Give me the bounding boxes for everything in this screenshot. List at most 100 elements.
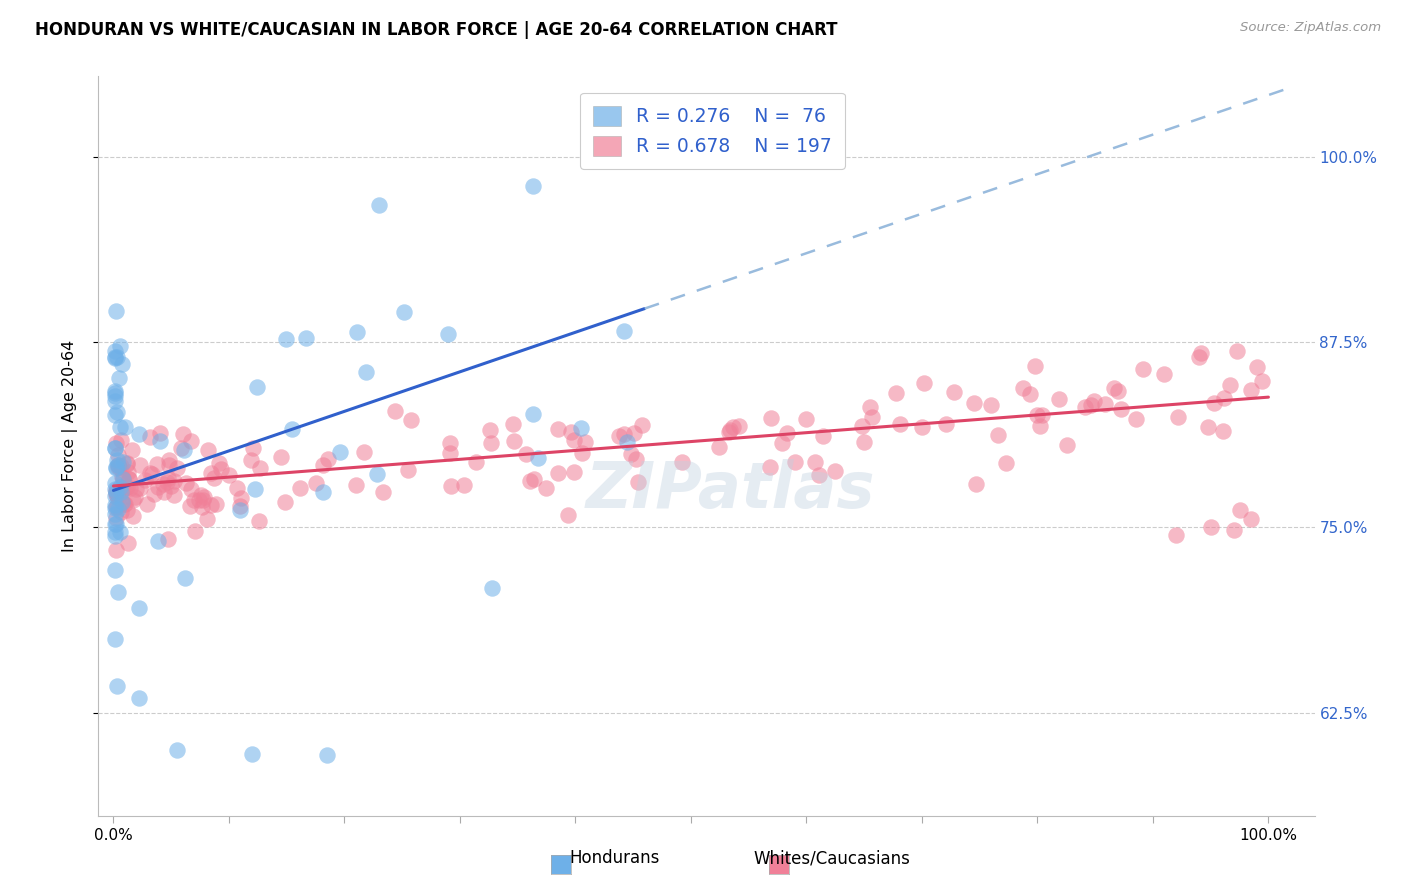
Point: [108, 480, 131, 494]
Point: [626, 451, 648, 466]
Point: [718, 425, 741, 439]
Point: [249, 514, 271, 528]
Point: [1153, 367, 1175, 381]
Point: [1094, 397, 1116, 411]
Point: [547, 422, 569, 436]
Text: Whites/Caucasians: Whites/Caucasians: [754, 849, 911, 867]
Point: [190, 487, 212, 501]
Point: [229, 499, 252, 513]
Point: [1246, 359, 1268, 374]
Point: [721, 420, 744, 434]
Point: [104, 441, 127, 455]
Point: [104, 529, 127, 543]
Point: [117, 473, 139, 487]
Point: [728, 418, 751, 433]
Text: HONDURAN VS WHITE/CAUCASIAN IN LABOR FORCE | AGE 20-64 CORRELATION CHART: HONDURAN VS WHITE/CAUCASIAN IN LABOR FOR…: [35, 21, 838, 39]
Point: [859, 400, 882, 414]
Point: [124, 490, 146, 504]
Point: [1025, 408, 1047, 422]
Point: [104, 436, 127, 450]
Point: [627, 475, 650, 490]
Point: [166, 461, 188, 475]
Point: [1012, 381, 1035, 395]
Point: [152, 484, 174, 499]
Point: [104, 350, 127, 364]
Point: [274, 495, 297, 509]
Point: [396, 462, 419, 476]
Point: [616, 434, 638, 449]
Point: [105, 489, 128, 503]
Point: [824, 464, 846, 478]
Point: [368, 197, 391, 211]
Point: [522, 407, 544, 421]
Point: [104, 489, 127, 503]
Point: [1240, 511, 1263, 525]
Point: [481, 581, 503, 595]
Point: [105, 459, 128, 474]
Point: [104, 516, 127, 531]
Point: [200, 466, 222, 480]
Point: [281, 422, 304, 436]
Point: [436, 327, 458, 342]
Point: [1197, 419, 1219, 434]
Point: [111, 469, 134, 483]
Point: [110, 458, 132, 473]
Point: [107, 448, 129, 462]
Point: [465, 455, 488, 469]
Point: [439, 436, 461, 450]
Point: [479, 436, 502, 450]
Point: [111, 472, 134, 486]
Text: Hondurans: Hondurans: [569, 849, 659, 867]
Point: [157, 458, 180, 473]
Point: [107, 458, 129, 472]
Point: [128, 690, 150, 705]
Point: [157, 452, 180, 467]
Point: [759, 410, 782, 425]
Point: [613, 427, 636, 442]
Point: [243, 483, 266, 497]
Point: [104, 394, 127, 409]
Point: [208, 456, 231, 470]
Point: [783, 455, 806, 469]
Point: [104, 389, 127, 403]
Point: [114, 497, 136, 511]
Point: [108, 459, 131, 474]
Point: [104, 385, 127, 400]
Point: [1240, 383, 1263, 397]
Point: [912, 376, 935, 391]
Point: [174, 476, 197, 491]
Point: [519, 474, 541, 488]
Point: [134, 473, 156, 487]
Point: [117, 535, 139, 549]
Point: [965, 477, 987, 491]
Point: [104, 500, 127, 514]
Point: [173, 571, 195, 585]
Point: [163, 488, 186, 502]
Point: [1024, 359, 1046, 373]
Point: [811, 428, 834, 442]
Point: [179, 500, 201, 514]
Point: [804, 455, 827, 469]
Point: [128, 426, 150, 441]
Point: [105, 461, 128, 475]
Point: [105, 499, 128, 513]
Point: [557, 508, 579, 523]
Point: [316, 748, 339, 763]
Point: [316, 452, 339, 467]
Point: [249, 461, 271, 475]
Point: [1132, 361, 1154, 376]
Point: [1104, 382, 1126, 396]
Point: [290, 481, 312, 495]
Point: [218, 467, 240, 482]
Point: [860, 410, 883, 425]
Point: [202, 471, 225, 485]
Point: [121, 442, 143, 457]
Point: [980, 398, 1002, 412]
Point: [104, 384, 127, 399]
Point: [1107, 384, 1129, 398]
Point: [104, 482, 127, 496]
Point: [346, 325, 368, 339]
Point: [305, 476, 328, 491]
Point: [1080, 398, 1102, 412]
Point: [1029, 418, 1052, 433]
